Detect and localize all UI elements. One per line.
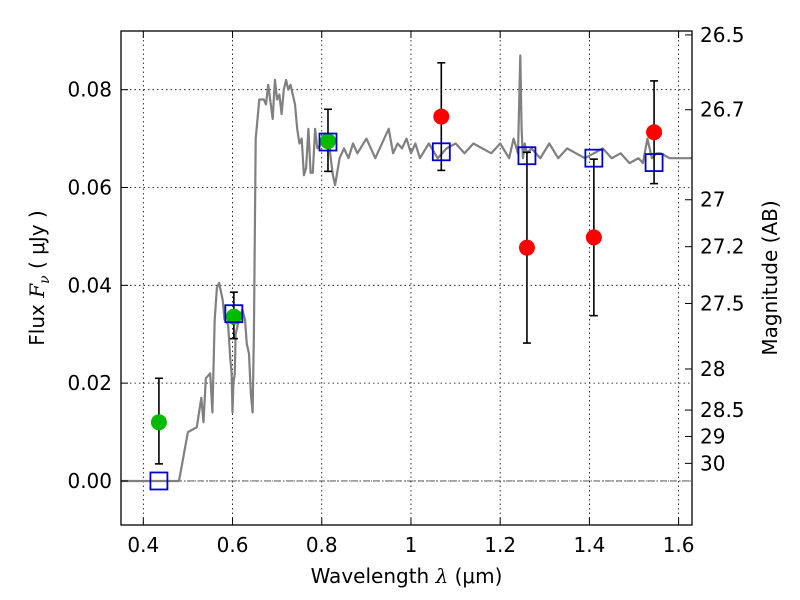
error-bars bbox=[154, 61, 659, 465]
x-tick-label: 0.4 bbox=[127, 533, 159, 557]
right-axis-title: Magnitude (AB) bbox=[758, 200, 782, 355]
model-square bbox=[149, 471, 169, 491]
model-square bbox=[644, 153, 664, 172]
model-photometry-squares bbox=[149, 132, 664, 491]
right-tick-label: 28.5 bbox=[700, 398, 745, 422]
x-tick-label: 1.6 bbox=[663, 533, 695, 557]
right-tick-label: 27.5 bbox=[700, 291, 745, 315]
observed-point bbox=[225, 308, 242, 325]
right-tick-label: 29 bbox=[700, 424, 725, 448]
model-square bbox=[318, 132, 338, 152]
x-tick-label: 1 bbox=[405, 533, 418, 557]
model-square bbox=[224, 304, 244, 324]
observed-point bbox=[150, 414, 167, 431]
y-tick-label: 0.02 bbox=[67, 371, 112, 395]
observed-point bbox=[319, 133, 336, 150]
x-tick-label: 1.2 bbox=[484, 533, 516, 557]
model-spectrum-line bbox=[121, 54, 692, 483]
right-tick-label: 27 bbox=[700, 188, 725, 212]
axis-ticks: 0.4 0.6 0.8 1 1.2 1.4 1.6 0.00 0.02 0.04 0.06 0.08 2… bbox=[67, 23, 744, 557]
right-tick-label: 26.5 bbox=[700, 23, 745, 47]
plot-frame bbox=[120, 30, 693, 526]
y-axis-title-subscript: ν bbox=[37, 275, 53, 284]
y-axis-title: Flux Fν ( μJy ) bbox=[25, 210, 53, 345]
y-tick-label: 0.08 bbox=[67, 78, 112, 102]
right-tick-label: 27.2 bbox=[700, 235, 745, 259]
model-square bbox=[431, 142, 451, 162]
grid bbox=[121, 31, 692, 525]
observed-point bbox=[518, 239, 535, 256]
x-tick-label: 0.8 bbox=[306, 533, 338, 557]
right-tick-label: 28 bbox=[700, 357, 725, 381]
y-axis-title-symbol: F bbox=[25, 283, 49, 299]
observed-points bbox=[150, 108, 663, 431]
x-axis-title-unit: (μm) bbox=[448, 564, 502, 588]
model-square bbox=[584, 148, 604, 168]
x-tick-label: 1.4 bbox=[573, 533, 605, 557]
x-axis-title-prefix: Wavelength bbox=[311, 564, 436, 588]
y-axis-title-prefix: Flux bbox=[25, 298, 49, 346]
right-tick-label: 26.7 bbox=[700, 98, 745, 122]
observed-point bbox=[585, 229, 602, 246]
y-tick-label: 0.00 bbox=[67, 469, 112, 493]
observed-point bbox=[646, 124, 663, 141]
observed-point bbox=[433, 108, 450, 125]
y-tick-label: 0.04 bbox=[67, 273, 112, 297]
y-axis-title-unit: ( μJy ) bbox=[25, 210, 49, 275]
model-square bbox=[517, 146, 537, 166]
x-tick-label: 0.6 bbox=[217, 533, 249, 557]
x-axis-title-lambda: λ bbox=[435, 564, 449, 588]
right-tick-label: 30 bbox=[700, 451, 725, 475]
y-tick-label: 0.06 bbox=[67, 176, 112, 200]
x-axis-title: Wavelength λ (μm) bbox=[311, 564, 503, 588]
